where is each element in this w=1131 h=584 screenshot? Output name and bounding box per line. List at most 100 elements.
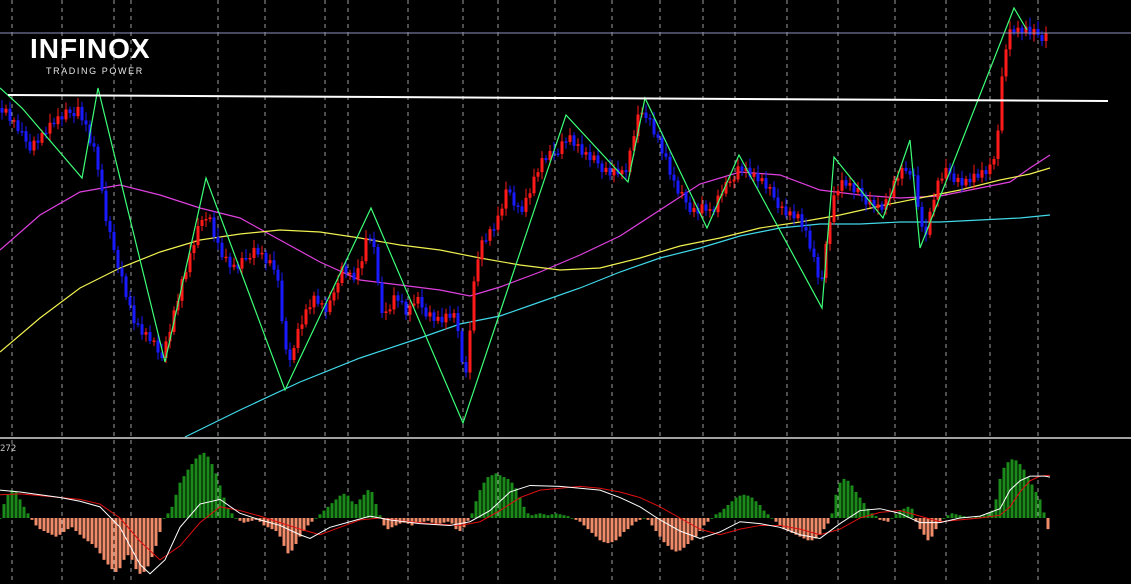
candle-body — [396, 295, 400, 301]
histogram-bar — [458, 518, 462, 532]
histogram-bar — [654, 518, 658, 532]
histogram-bar — [426, 518, 430, 521]
histogram-bar — [674, 518, 678, 552]
histogram-bar — [498, 475, 502, 518]
histogram-bar — [90, 518, 94, 545]
candle-body — [992, 159, 996, 165]
candle-body — [284, 321, 288, 350]
candle-body — [180, 279, 184, 301]
candle-body — [204, 219, 208, 221]
candle-body — [1028, 26, 1032, 35]
histogram-bar — [122, 518, 126, 560]
candle-body — [780, 206, 784, 208]
histogram-bar — [486, 477, 490, 518]
candle-body — [124, 276, 128, 297]
candle-body — [76, 106, 80, 117]
candle-body — [188, 253, 192, 273]
histogram-bar — [338, 495, 342, 518]
candle-body — [752, 173, 756, 177]
candle-body — [556, 153, 560, 155]
candle-body — [208, 217, 212, 219]
candle-body — [544, 158, 548, 161]
candle-body — [776, 197, 780, 208]
histogram-bar — [986, 513, 990, 518]
candle-body — [1016, 27, 1020, 33]
candle-body — [936, 180, 940, 200]
histogram-bar — [110, 518, 114, 570]
zigzag-indicator — [0, 6, 1028, 425]
histogram-bar — [210, 464, 214, 518]
histogram-bar — [250, 518, 254, 521]
brand-tagline: TRADING POWER — [46, 66, 144, 76]
histogram-bar — [1002, 467, 1006, 518]
histogram-bar — [702, 518, 706, 526]
histogram-bar — [238, 518, 242, 521]
candle-body — [944, 168, 948, 179]
candle-body — [660, 137, 664, 154]
candle-body — [408, 305, 412, 315]
candle-body — [516, 205, 520, 207]
histogram-bar — [390, 518, 394, 528]
histogram-bar — [374, 504, 378, 518]
candle-body — [344, 266, 348, 273]
candle-body — [108, 221, 112, 232]
histogram-bar — [926, 518, 930, 541]
histogram-bar — [18, 499, 22, 518]
histogram-bar — [482, 482, 486, 518]
histogram-bar — [1006, 462, 1010, 518]
histogram-bar — [74, 518, 78, 532]
candle-body — [132, 305, 136, 324]
histogram-bar — [394, 518, 398, 526]
histogram-bar — [650, 518, 654, 526]
histogram-bar — [998, 478, 1002, 518]
histogram-bar — [30, 518, 34, 520]
histogram-bar — [366, 490, 370, 518]
candle-body — [588, 152, 592, 161]
histogram-bar — [10, 490, 14, 518]
candle-body — [832, 195, 836, 222]
histogram-bar — [982, 515, 986, 518]
candlesticks — [0, 17, 1048, 380]
histogram-bar — [430, 518, 434, 523]
candle-body — [448, 313, 452, 318]
candle-body — [596, 155, 600, 164]
histogram-bar — [842, 478, 846, 518]
candle-body — [324, 303, 328, 313]
histogram-bar — [878, 518, 882, 520]
histogram-bar — [214, 473, 218, 518]
candle-body — [876, 204, 880, 208]
histogram-bar — [306, 518, 310, 526]
histogram-bar — [54, 518, 58, 537]
histogram-bar — [910, 508, 914, 518]
brand-logo: INFINOX — [30, 33, 151, 64]
candle-body — [340, 266, 344, 283]
candle-body — [440, 316, 444, 323]
histogram-bar — [190, 464, 194, 518]
histogram-bar — [750, 497, 754, 518]
histogram-bar — [506, 478, 510, 518]
histogram-bar — [766, 514, 770, 518]
histogram-bar — [0, 518, 2, 519]
candle-body — [768, 187, 772, 189]
histogram-bar — [882, 518, 886, 521]
histogram-bar — [558, 514, 562, 518]
histogram-bar — [102, 518, 106, 560]
histogram-bar — [554, 513, 558, 518]
histogram-bar — [594, 518, 598, 537]
candle-body — [136, 323, 140, 325]
candle-body — [40, 132, 44, 143]
histogram-bar — [114, 518, 118, 572]
histogram-bar — [34, 518, 38, 526]
histogram-bar — [350, 501, 354, 518]
histogram-bar — [82, 518, 86, 539]
candle-body — [484, 240, 488, 242]
histogram-bar — [514, 488, 518, 518]
candle-body — [788, 211, 792, 216]
candle-body — [460, 331, 464, 362]
histogram-bar — [494, 473, 498, 518]
histogram-bar — [718, 512, 722, 518]
candle-body — [488, 229, 492, 241]
histogram-bar — [990, 510, 994, 518]
histogram-bar — [194, 458, 198, 518]
price-levels — [0, 32, 1131, 102]
